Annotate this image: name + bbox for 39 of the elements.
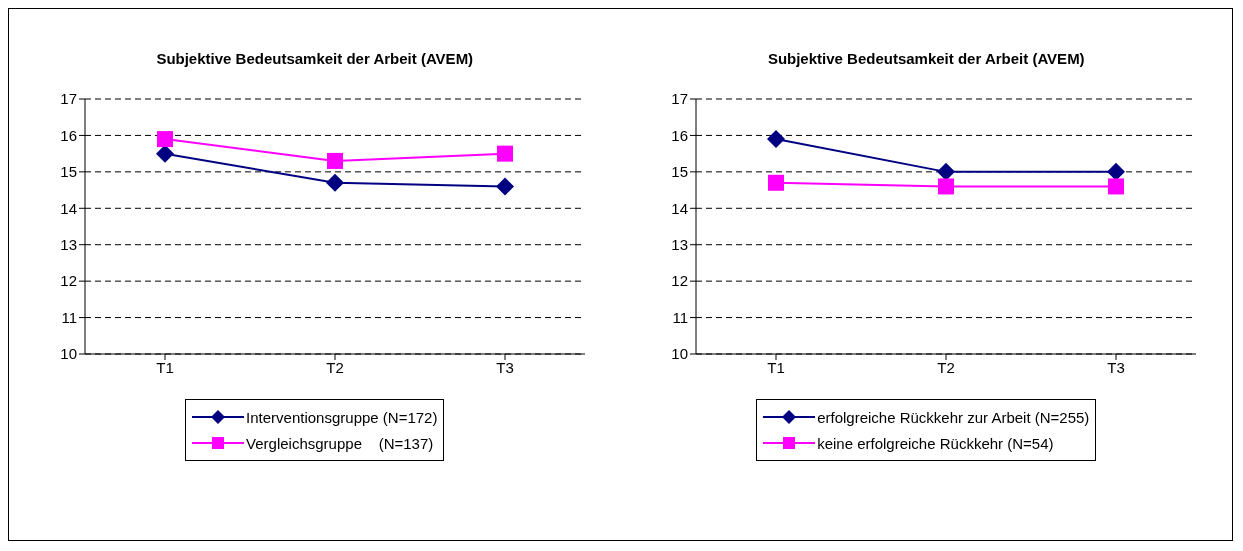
y-tick-label: 13	[60, 236, 77, 254]
point	[1108, 178, 1125, 195]
y-tick-label: 15	[671, 163, 689, 181]
x-tick-label: T2	[937, 358, 956, 376]
point	[937, 162, 956, 181]
y-tick-label: 10	[60, 345, 77, 363]
point	[496, 145, 513, 162]
y-tick-label: 11	[61, 308, 77, 326]
y-tick-label: 17	[60, 90, 77, 108]
x-tick-label: T2	[325, 358, 344, 376]
x-tick-label: T3	[495, 358, 514, 376]
x-tick-label: T1	[767, 358, 786, 376]
x-tick-label: T3	[1107, 358, 1126, 376]
y-tick-label: 14	[671, 199, 689, 217]
legend-label: keine erfolgreiche Rückkehr (N=54)	[817, 434, 1054, 452]
point	[326, 152, 343, 169]
y-tick-label: 16	[671, 126, 689, 144]
point	[938, 178, 955, 195]
y-tick-label: 12	[60, 272, 77, 290]
y-tick-label: 13	[671, 236, 689, 254]
x-tick-label: T1	[155, 358, 174, 376]
chart-title: Subjektive Bedeutsamkeit der Arbeit (AVEM)	[155, 49, 475, 69]
legend-label: Vergleichsgruppe (N=137)	[246, 434, 434, 452]
y-tick-label: 12	[671, 272, 689, 290]
y-tick-label: 15	[60, 163, 77, 181]
point	[156, 131, 173, 148]
legend-label: Interventionsgruppe (N=172)	[246, 408, 438, 426]
point	[1107, 162, 1126, 181]
y-tick-label: 14	[60, 199, 77, 217]
chart-title: Subjektive Bedeutsamkeit der Arbeit (AVEM)	[766, 49, 1086, 69]
legend-label: erfolgreiche Rückkehr zur Arbeit (N=255)	[817, 408, 1090, 426]
y-tick-label: 16	[60, 126, 77, 144]
point	[325, 173, 344, 192]
point	[767, 130, 786, 149]
y-tick-label: 11	[672, 308, 689, 326]
y-tick-label: 17	[671, 90, 689, 108]
point	[768, 174, 785, 191]
point	[495, 177, 514, 196]
y-tick-label: 10	[671, 345, 689, 363]
